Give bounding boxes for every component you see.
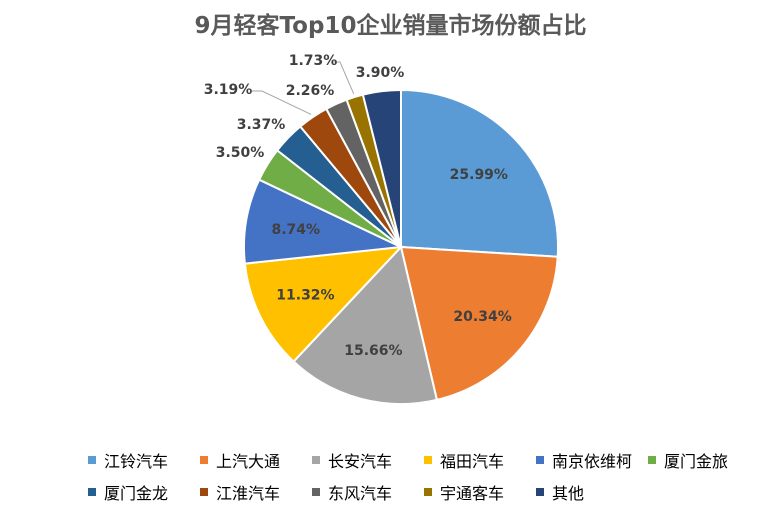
pie-slice — [400, 88, 559, 258]
legend-swatch — [200, 456, 208, 464]
pie-slice — [361, 88, 402, 248]
data-label: 25.99% — [450, 167, 508, 183]
data-label: 15.66% — [344, 343, 402, 359]
legend-swatch — [312, 456, 320, 464]
legend-item: 其他 — [536, 480, 584, 504]
legend-label: 福田汽车 — [440, 452, 505, 471]
leader-line — [252, 90, 312, 115]
legend-item: 长安汽车 — [312, 448, 392, 472]
data-label: 20.34% — [453, 309, 511, 325]
legend-label: 厦门金龙 — [104, 484, 169, 503]
data-label: 2.26% — [286, 83, 335, 99]
pie-slice — [292, 244, 439, 405]
legend-label: 东风汽车 — [328, 484, 393, 503]
legend-swatch — [424, 488, 432, 496]
legend-item: 江铃汽车 — [88, 448, 168, 472]
legend-label: 江淮汽车 — [216, 484, 281, 503]
chart-title: 9月轻客Top10企业销量市场份额占比 — [194, 13, 587, 39]
legend-label: 宇通客车 — [440, 484, 505, 503]
pie-slice — [399, 245, 559, 402]
legend-label: 南京依维柯 — [552, 452, 633, 471]
data-label: 3.19% — [204, 82, 253, 98]
legend-swatch — [88, 456, 96, 464]
data-label: 1.73% — [289, 53, 338, 69]
data-label: 8.74% — [271, 222, 320, 238]
legend-swatch — [312, 488, 320, 496]
data-label: 11.32% — [276, 288, 334, 304]
data-label: 3.50% — [216, 145, 265, 161]
data-label: 3.37% — [237, 117, 286, 133]
data-label: 3.90% — [356, 65, 405, 81]
legend-swatch — [536, 488, 544, 496]
legend-item: 江淮汽车 — [200, 480, 280, 504]
legend-label: 厦门金旅 — [664, 452, 729, 471]
legend-swatch — [200, 488, 208, 496]
legend-swatch — [88, 488, 96, 496]
legend-item: 厦门金龙 — [88, 480, 168, 504]
legend-swatch — [424, 456, 432, 464]
legend-item: 上汽大通 — [200, 448, 280, 472]
legend-item: 南京依维柯 — [536, 448, 632, 472]
legend-label: 上汽大通 — [216, 452, 281, 471]
legend-label: 长安汽车 — [328, 452, 393, 471]
legend-label: 其他 — [552, 484, 585, 503]
leader-line — [333, 61, 355, 95]
legend-item: 福田汽车 — [424, 448, 504, 472]
legend-swatch — [536, 456, 544, 464]
legend-label: 江铃汽车 — [104, 452, 169, 471]
legend-item: 东风汽车 — [312, 480, 392, 504]
legend-item: 厦门金旅 — [648, 448, 728, 472]
legend-item: 宇通客车 — [424, 480, 504, 504]
pie-slice — [243, 245, 404, 363]
pie-slice — [243, 178, 405, 265]
legend-swatch — [648, 456, 656, 464]
